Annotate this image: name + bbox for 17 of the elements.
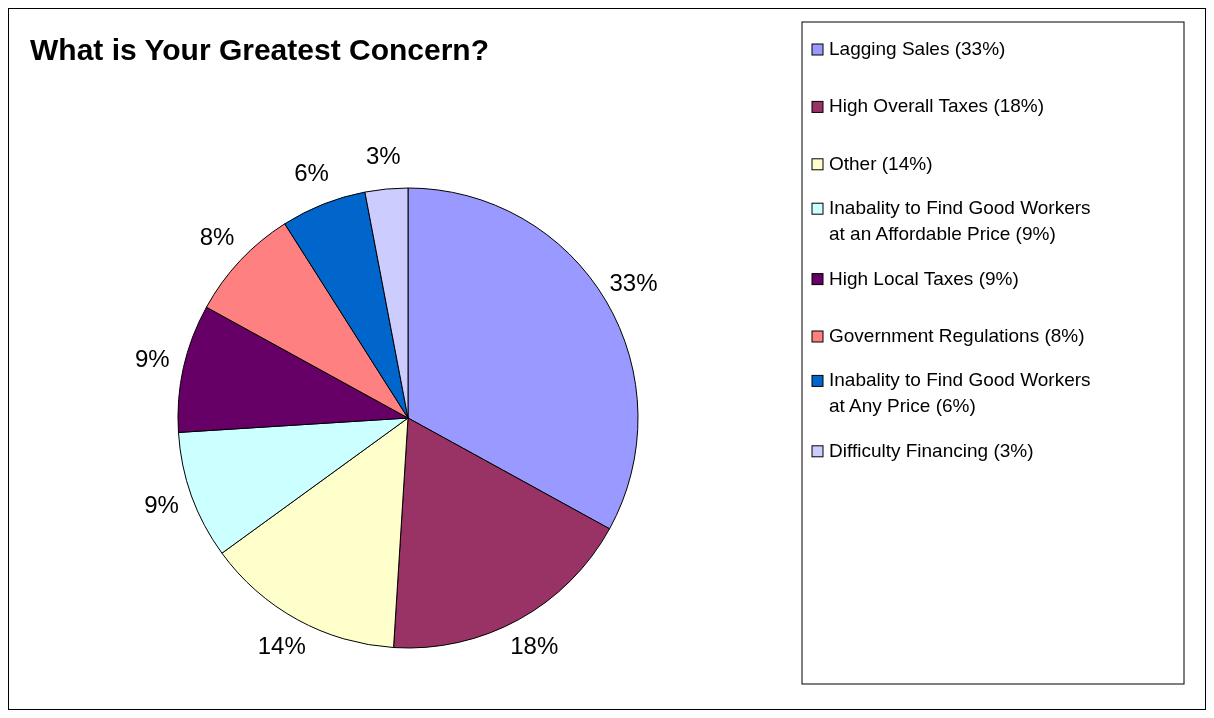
data-label: 3% — [366, 141, 401, 169]
chart-title: What is Your Greatest Concern? — [30, 33, 489, 66]
legend-label: Government Regulations (8%) — [829, 325, 1085, 347]
data-label: 8% — [199, 222, 235, 250]
legend-label: Difficulty Financing (3%) — [829, 439, 1034, 461]
legend-label: High Overall Taxes (18%) — [829, 95, 1045, 117]
legend-label: Lagging Sales (33%) — [829, 38, 1006, 60]
data-label: 6% — [294, 158, 329, 186]
legend-label: High Local Taxes (9%) — [829, 267, 1019, 289]
legend-label: Inabality to Find Good Workers at Any Price (6%) — [829, 369, 1091, 417]
data-label: 33% — [609, 268, 658, 296]
data-label: 18% — [510, 631, 559, 659]
legend-label: Other (14%) — [829, 152, 933, 174]
data-label: 9% — [134, 345, 170, 373]
data-label: 14% — [257, 631, 306, 659]
legend-label: Inabality to Find Good Workers at an Affordable Price (9%) — [829, 197, 1091, 245]
data-label: 9% — [144, 491, 179, 519]
